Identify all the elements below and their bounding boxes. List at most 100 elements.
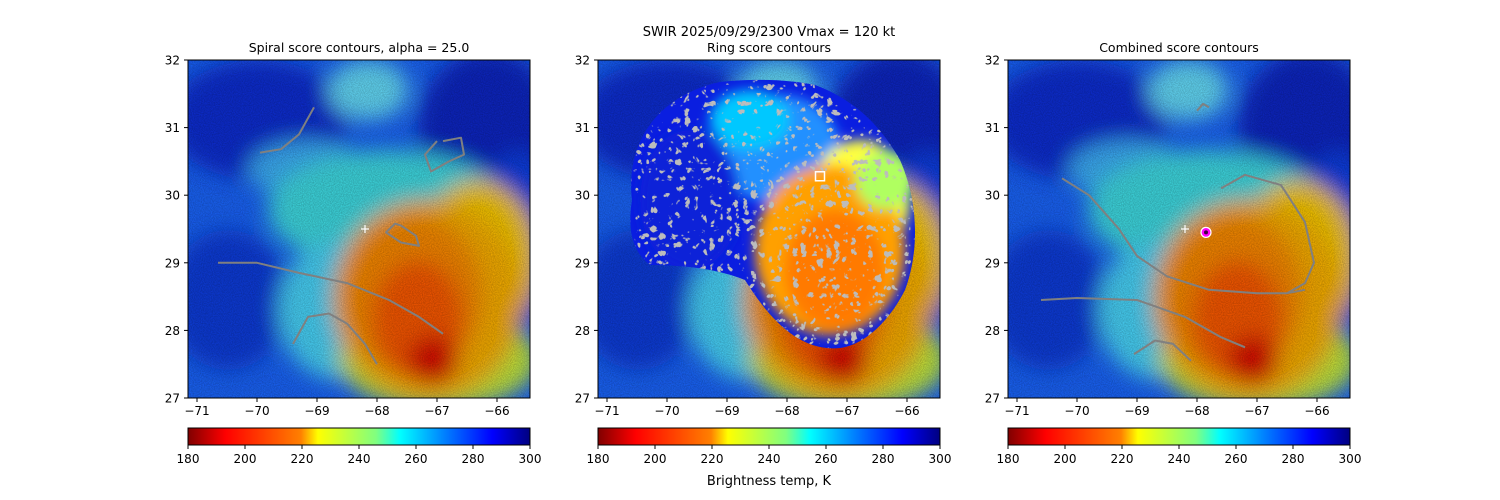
y-tick-label: 28 (165, 324, 180, 338)
panel-spiral-image (168, 50, 558, 410)
panel-combined-title: Combined score contours (1099, 40, 1259, 55)
x-tick-label: −70 (244, 404, 269, 418)
panel-spiral-markers (361, 225, 369, 233)
panel-ring-xticks: −71 −70 −69 −68 −67 −66 (594, 398, 920, 418)
x-tick-label: −67 (1244, 404, 1269, 418)
y-tick-label: 30 (165, 189, 180, 203)
panel-combined-colorbar (1007, 427, 1351, 446)
panel-spiral-colorbar (187, 427, 531, 446)
x-tick-label: −71 (1004, 404, 1029, 418)
y-tick-label: 29 (165, 256, 180, 270)
y-tick-label: 30 (575, 189, 590, 203)
panel-ring-colorbar (597, 427, 941, 446)
y-tick-label: 31 (165, 121, 180, 135)
y-tick-label: 27 (985, 392, 1000, 406)
colorbar-tick-label: 240 (758, 452, 781, 466)
panel-combined-markers (1181, 225, 1212, 238)
panel-ring: Ring score contours − (575, 40, 952, 489)
panel-spiral-contours (218, 106, 465, 365)
panel-combined-colorbar-ticks: 180 200 220 240 260 280 300 (997, 445, 1362, 466)
panel-ring-title: Ring score contours (707, 40, 831, 55)
colorbar-tick-label: 300 (519, 452, 542, 466)
colorbar-tick-label: 260 (405, 452, 428, 466)
x-tick-label: −69 (304, 404, 329, 418)
x-tick-label: −68 (364, 404, 389, 418)
colorbar-tick-label: 180 (587, 452, 610, 466)
y-tick-label: 27 (165, 392, 180, 406)
colorbar-tick-label: 300 (929, 452, 952, 466)
ring-center-marker (814, 171, 826, 182)
y-tick-label: 32 (575, 54, 590, 68)
x-tick-label: −67 (424, 404, 449, 418)
x-tick-label: −71 (184, 404, 209, 418)
y-tick-label: 31 (575, 121, 590, 135)
contour-line (385, 222, 420, 247)
panel-combined-contours (1040, 102, 1315, 362)
figure-suptitle: SWIR 2025/09/29/2300 Vmax = 120 kt (643, 25, 896, 40)
colorbar-tick-label: 220 (291, 452, 314, 466)
x-tick-label: −68 (774, 404, 799, 418)
contour-line (1196, 102, 1210, 112)
colorbar-tick-label: 280 (872, 452, 895, 466)
x-tick-label: −68 (1184, 404, 1209, 418)
panel-combined-xticks: −71 −70 −69 −68 −67 −66 (1004, 398, 1330, 418)
panel-spiral-title: Spiral score contours, alpha = 25.0 (249, 40, 470, 55)
y-tick-label: 29 (575, 256, 590, 270)
combined-center-marker (1200, 226, 1212, 238)
contour-line (1061, 177, 1306, 295)
y-tick-label: 30 (985, 189, 1000, 203)
colorbar-tick-label: 300 (1339, 452, 1362, 466)
colorbar-label: Brightness temp, K (707, 474, 832, 489)
colorbar-tick-label: 240 (348, 452, 371, 466)
panel-combined-frame (1007, 59, 1351, 399)
center-plus-marker (361, 225, 369, 233)
x-tick-label: −67 (834, 404, 859, 418)
colorbar-tick-label: 200 (234, 452, 257, 466)
colorbar-tick-label: 220 (1111, 452, 1134, 466)
y-tick-label: 32 (165, 54, 180, 68)
x-tick-label: −69 (1124, 404, 1149, 418)
x-tick-label: −71 (594, 404, 619, 418)
colorbar-tick-label: 200 (644, 452, 667, 466)
x-tick-label: −70 (1064, 404, 1089, 418)
center-plus-marker (1181, 225, 1189, 233)
x-tick-label: −66 (484, 404, 509, 418)
colorbar-tick-label: 200 (1054, 452, 1077, 466)
colorbar-tick-label: 260 (1225, 452, 1248, 466)
panel-ring-region (630, 79, 916, 349)
colorbar-tick-label: 280 (1282, 452, 1305, 466)
contour-line (292, 312, 378, 365)
contour-line (259, 106, 315, 154)
panel-spiral-yticks: 27 28 29 30 31 32 (165, 54, 188, 406)
y-tick-label: 32 (985, 54, 1000, 68)
y-tick-label: 28 (575, 324, 590, 338)
y-tick-label: 31 (985, 121, 1000, 135)
panel-ring-markers (814, 171, 826, 182)
contour-line (218, 261, 444, 335)
panel-spiral-xticks: −71 −70 −69 −68 −67 −66 (184, 398, 510, 418)
x-tick-label: −66 (1304, 404, 1329, 418)
panel-spiral: Spiral score contours, alpha = 25.0 −71−… (165, 40, 558, 466)
colorbar-tick-label: 240 (1168, 452, 1191, 466)
panel-combined-image (988, 50, 1378, 410)
panel-combined: Combined score contours −71 −70 −69 −68 −67−… (985, 40, 1378, 466)
panel-combined-yticks: 27 28 29 30 31 32 (985, 54, 1008, 406)
contour-line (1133, 339, 1192, 362)
panel-ring-colorbar-ticks: 180 200 220 240 260 280 300 (587, 445, 952, 466)
y-tick-label: 28 (985, 324, 1000, 338)
x-tick-label: −66 (894, 404, 919, 418)
x-tick-label: −69 (714, 404, 739, 418)
colorbar-tick-label: 280 (462, 452, 485, 466)
contour-line (424, 136, 465, 173)
x-tick-label: −70 (654, 404, 679, 418)
contour-line (1040, 297, 1246, 349)
contour-line (1220, 173, 1315, 295)
colorbar-tick-label: 220 (701, 452, 724, 466)
colorbar-tick-label: 260 (815, 452, 838, 466)
panel-spiral-colorbar-ticks: 180 200 220 240 260 280 300 (177, 445, 542, 466)
y-tick-label: 27 (575, 392, 590, 406)
panel-ring-frame (597, 59, 941, 399)
colorbar-tick-label: 180 (177, 452, 200, 466)
y-tick-label: 29 (985, 256, 1000, 270)
